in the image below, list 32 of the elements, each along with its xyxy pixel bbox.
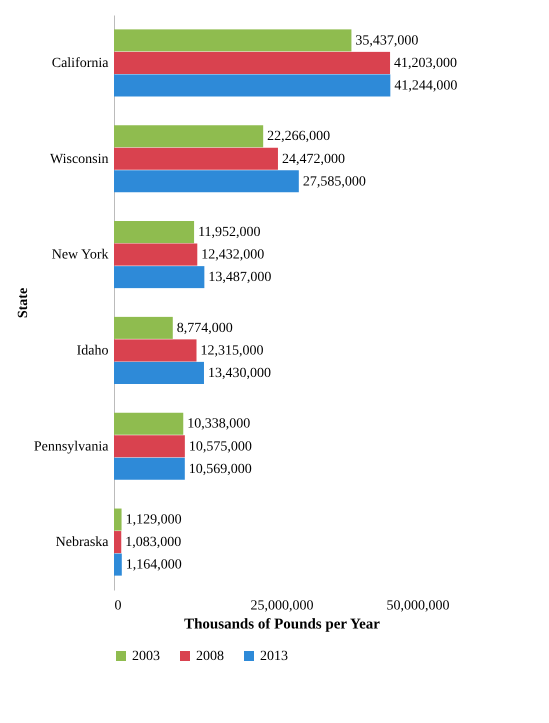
data-label: 13,487,000 — [208, 270, 272, 286]
data-label: 1,164,000 — [126, 558, 182, 573]
data-label: 24,472,000 — [282, 152, 345, 167]
legend-label: 2003 — [132, 649, 160, 664]
data-label: 13,430,000 — [208, 366, 271, 381]
data-label: 1,083,000 — [125, 535, 182, 550]
x-axis-title: Thousands of Pounds per Year — [184, 616, 380, 632]
data-label: 35,437,000 — [355, 33, 418, 48]
data-label: 11,952,000 — [198, 225, 261, 240]
y-tick-label: Idaho — [76, 343, 108, 358]
y-tick-label: California — [52, 56, 110, 71]
data-label: 1,129,000 — [126, 512, 182, 528]
y-axis-title: State — [16, 288, 31, 318]
y-tick-label: Pennsylvania — [34, 439, 110, 454]
x-tick-label: 50,000,000 — [386, 598, 450, 614]
data-label: 22,266,000 — [267, 129, 330, 144]
data-label: 10,338,000 — [187, 416, 250, 432]
data-label: 12,432,000 — [201, 248, 264, 263]
legend-label: 2008 — [196, 649, 224, 664]
data-label: 41,244,000 — [394, 78, 458, 94]
data-label: 41,203,000 — [394, 56, 458, 71]
y-tick-label: Wisconsin — [50, 152, 108, 167]
y-tick-label: Nebraska — [56, 535, 110, 550]
data-label: 10,569,000 — [188, 462, 252, 477]
x-tick-label: 0 — [114, 598, 122, 614]
data-label: 12,315,000 — [200, 343, 264, 358]
data-label: 10,575,000 — [188, 439, 252, 454]
y-tick-label: New York — [52, 248, 108, 263]
data-label: 8,774,000 — [176, 320, 233, 336]
x-tick-label: 25,000,000 — [250, 598, 314, 614]
legend-label: 2013 — [260, 649, 288, 664]
data-label: 27,585,000 — [302, 174, 366, 190]
